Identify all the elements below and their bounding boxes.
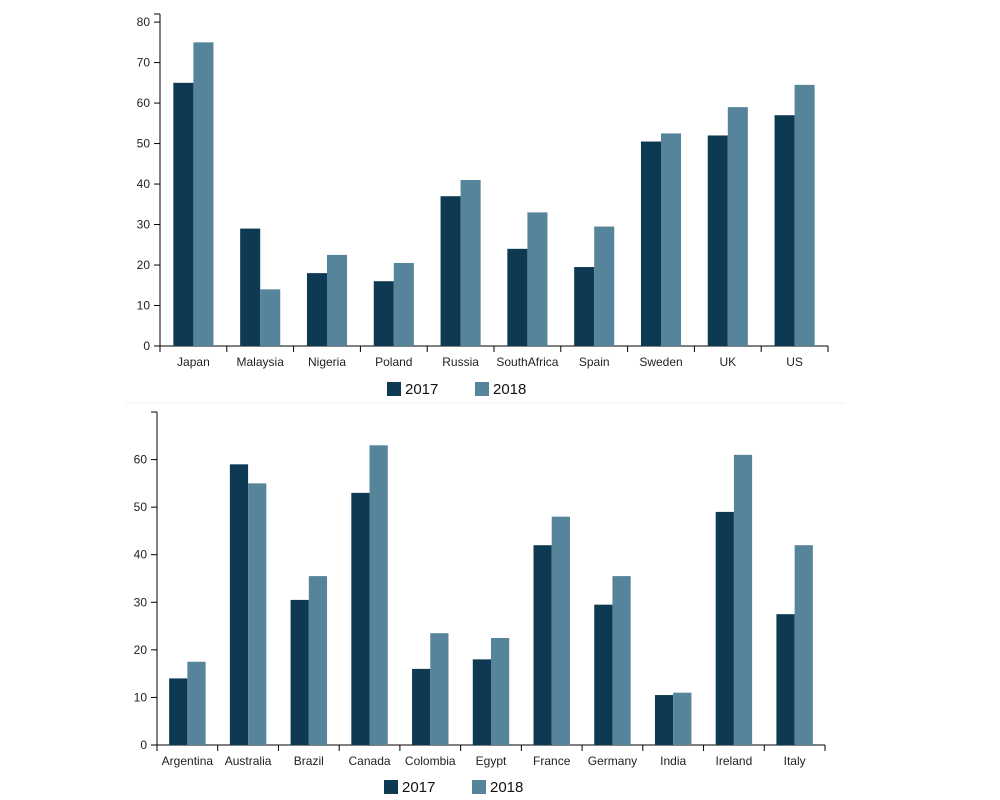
y-tick-label: 80 [137,15,151,29]
bar-2017-colombia [412,668,431,745]
legend-swatch-2018 [472,780,486,794]
legend-swatch-2017 [384,780,398,794]
bar-2018-ireland [733,454,753,745]
bar-2018-nigeria [327,254,348,346]
legend-label-2018: 2018 [493,381,526,398]
x-tick-label: Colombia [405,754,456,768]
bar-2017-nigeria [306,273,327,346]
bar-2017-japan [173,82,194,346]
y-tick-label: 0 [140,738,147,752]
y-tick-label: 40 [134,548,148,562]
x-tick-label: Italy [784,754,806,768]
chart-panel-top: 0 10 20 30 40 50 60 70 80 Japan Malaysia Nigeria Pol… [137,13,829,398]
x-tick-label: Germany [588,754,637,768]
bar-2017-ireland [715,511,734,745]
y-tick-label: 70 [137,56,151,70]
x-tick-label: Poland [375,355,412,369]
bar-2017-france [533,545,552,745]
bar-2017-poland [373,281,394,346]
x-tick-label: France [533,754,571,768]
bar-2018-egypt [491,637,510,745]
bar-2017-argentina [169,678,188,745]
bar-2017-italy [776,614,795,745]
bar-2018-italy [794,545,813,745]
bar-2018-spain [594,226,615,346]
y-tick-label: 30 [137,218,151,232]
bar-2018-colombia [430,633,449,745]
bar-2018-germany [612,576,631,745]
bar-2017-germany [594,604,613,745]
bar-2017-russia [440,196,461,346]
x-tick-label: Japan [177,355,210,369]
y-tick-label: 50 [137,137,151,151]
bar-2018-us [794,84,815,346]
bar-2017-uk [707,135,728,346]
bar-2018-southafrica [527,212,548,346]
y-tick-label: 0 [143,339,150,353]
bar-2018-poland [393,263,414,346]
x-tick-label: Australia [225,754,272,768]
legend-label-2017: 2017 [405,381,438,398]
x-tick-label: US [786,355,803,369]
x-tick-label: Sweden [639,355,682,369]
x-tick-label: Egypt [476,754,507,768]
x-tick-label: Nigeria [308,355,346,369]
x-tick-label: Malaysia [237,355,285,369]
bar-2017-us [774,115,795,346]
bar-2017-southafrica [507,248,528,346]
y-tick-label: 60 [134,453,148,467]
bar-2017-sweden [640,141,661,346]
bar-2017-india [654,695,674,745]
y-tick-label: 60 [137,96,151,110]
bar-2017-brazil [290,599,309,745]
bar-2018-brazil [308,576,328,745]
bar-2018-australia [248,483,267,745]
x-tick-label: Argentina [162,754,214,768]
x-tick-label: Spain [579,355,610,369]
bar-2018-russia [460,180,481,346]
bar-2017-spain [574,267,595,346]
x-tick-label: India [660,754,686,768]
chart-panel-bottom: 0 10 20 30 40 50 60 Argentina Australia Brazil Can… [134,411,826,796]
y-tick-label: 10 [134,690,148,704]
bar-2018-canada [369,445,388,745]
bar-2017-egypt [472,659,491,745]
legend-label-2017: 2017 [402,779,435,796]
legend-label-2018: 2018 [490,779,523,796]
bar-2018-malaysia [260,289,281,346]
x-tick-label: UK [719,355,736,369]
y-tick-label: 50 [134,500,148,514]
y-tick-label: 20 [134,643,148,657]
bar-2018-sweden [661,133,682,346]
y-tick-label: 40 [137,177,151,191]
y-tick-label: 10 [137,299,151,313]
bar-2018-india [673,692,692,745]
y-tick-label: 20 [137,258,151,272]
bar-2017-canada [351,492,370,745]
bar-2018-uk [727,107,748,346]
legend-swatch-2018 [475,382,489,396]
x-tick-label: Brazil [294,754,324,768]
bar-2018-argentina [187,661,206,745]
bar-2018-japan [193,42,214,347]
legend-swatch-2017 [387,382,401,396]
x-tick-label: Russia [442,355,479,369]
x-tick-label: Ireland [716,754,753,768]
bar-2017-malaysia [240,228,261,346]
bar-2017-australia [229,464,249,745]
y-tick-label: 30 [134,595,148,609]
bar-2018-france [551,516,570,745]
x-tick-label: Canada [349,754,391,768]
x-tick-label: SouthAfrica [496,355,558,369]
